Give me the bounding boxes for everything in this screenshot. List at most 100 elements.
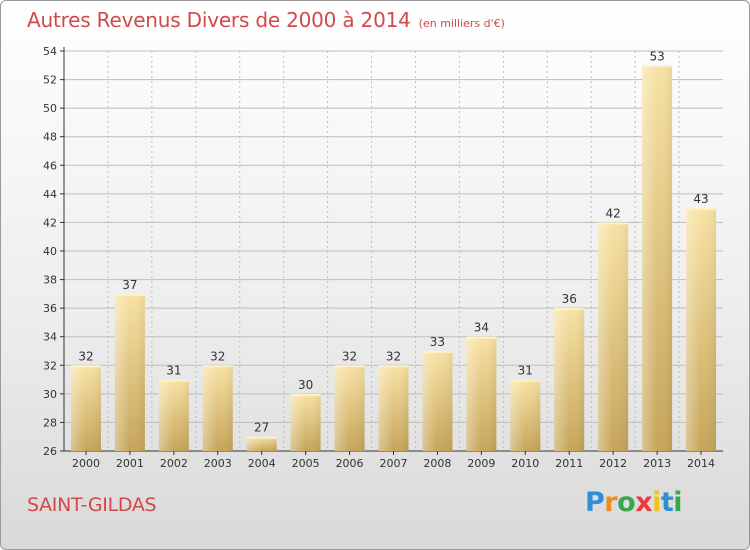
y-tick-labels: 26 28 30 32 34 36 38 40 42 44 46 48 50 52 54 — [43, 45, 57, 458]
bar-highlight — [70, 365, 101, 451]
x-tick-label: 2012 — [599, 457, 627, 470]
bar-top — [158, 379, 189, 382]
y-tick-label: 40 — [43, 245, 57, 258]
bar-highlight — [466, 336, 497, 451]
bar-highlight — [114, 293, 145, 451]
title-block: Autres Revenus Divers de 2000 à 2014 (en … — [27, 8, 505, 32]
bar-top — [422, 351, 453, 353]
x-tick-label: 2013 — [643, 457, 671, 470]
chart-title: Autres Revenus Divers de 2000 à 2014 — [27, 8, 411, 32]
x-tick-labels: 2000 2001 2002 2003 2004 2005 2006 2007 2008 2009… — [72, 457, 715, 470]
bar-highlight — [554, 308, 585, 451]
x-tick-label: 2005 — [292, 457, 320, 470]
bar-highlight — [686, 208, 717, 451]
data-label: 30 — [298, 378, 313, 392]
bar-top — [466, 336, 497, 339]
data-label: 32 — [210, 349, 225, 363]
y-tick-label: 28 — [43, 416, 57, 429]
data-label: 33 — [430, 335, 445, 349]
y-tick-label: 50 — [43, 102, 57, 115]
logo-letter: P — [585, 487, 605, 518]
bar-2001 — [114, 293, 145, 451]
bar-2005 — [290, 393, 321, 451]
data-label: 36 — [562, 292, 577, 306]
logo-letter: t — [660, 487, 674, 518]
bar-2007 — [378, 365, 409, 451]
data-label: 32 — [342, 349, 357, 363]
bar-top — [334, 365, 365, 368]
data-label: 37 — [122, 278, 137, 292]
bar-2011 — [554, 308, 585, 451]
logo-letter: o — [617, 487, 636, 518]
bar-top — [202, 365, 233, 368]
data-label: 27 — [254, 421, 269, 435]
y-tick-label: 42 — [43, 216, 57, 229]
location-label: SAINT-GILDAS — [27, 494, 157, 516]
y-tick-label: 32 — [43, 359, 57, 372]
bar-2006 — [334, 365, 365, 451]
x-tick-label: 2004 — [248, 457, 276, 470]
data-label: 43 — [693, 192, 708, 206]
y-tick-label: 26 — [43, 445, 57, 458]
x-tick-label: 2008 — [423, 457, 451, 470]
bar-top — [378, 365, 409, 368]
bar-highlight — [202, 365, 233, 451]
bar-2002 — [158, 379, 189, 451]
chart-subtitle: (en milliers d'€) — [418, 17, 505, 30]
bar-top — [510, 379, 541, 382]
bar-2013 — [642, 65, 673, 452]
logo-letter: i — [673, 487, 683, 518]
logo-letter: i — [652, 487, 661, 518]
bar-highlight — [598, 222, 629, 451]
bar-2008 — [422, 351, 453, 451]
x-tick-label: 2002 — [160, 457, 188, 470]
logo-letter: x — [635, 487, 653, 518]
bar-top — [246, 436, 277, 439]
x-tick-label: 2006 — [336, 457, 364, 470]
x-tick-label: 2000 — [72, 457, 100, 470]
y-tick-label: 38 — [43, 274, 57, 287]
bar-highlight — [158, 379, 189, 451]
x-tick-label: 2014 — [687, 457, 715, 470]
y-tick-label: 54 — [43, 45, 57, 58]
x-tick-label: 2011 — [555, 457, 583, 470]
bar-top — [598, 222, 629, 225]
x-tick-label: 2003 — [204, 457, 232, 470]
bar-top — [290, 393, 321, 396]
x-tick-label: 2001 — [116, 457, 144, 470]
data-label: 34 — [474, 321, 489, 335]
proxiti-logo: Proxiti — [585, 487, 683, 518]
bar-top — [642, 65, 673, 68]
y-tick-label: 52 — [43, 74, 57, 87]
data-label: 32 — [386, 349, 401, 363]
x-tick-label: 2010 — [511, 457, 539, 470]
bars — [70, 65, 717, 452]
bar-highlight — [642, 65, 673, 452]
bar-highlight — [246, 436, 277, 451]
y-tick-label: 46 — [43, 159, 57, 172]
bar-2012 — [598, 222, 629, 451]
bar-top — [554, 308, 585, 311]
bar-2000 — [70, 365, 101, 451]
data-label: 31 — [518, 364, 533, 378]
y-tick-label: 30 — [43, 388, 57, 401]
x-tick-label: 2007 — [380, 457, 408, 470]
data-label: 53 — [649, 49, 664, 63]
bar-2014 — [686, 208, 717, 451]
data-label: 42 — [606, 206, 621, 220]
data-label: 32 — [78, 349, 93, 363]
y-tick-label: 36 — [43, 302, 57, 315]
bar-highlight — [290, 393, 321, 451]
bar-highlight — [510, 379, 541, 451]
y-tick-label: 44 — [43, 188, 57, 201]
bar-2003 — [202, 365, 233, 451]
x-tick-label: 2009 — [467, 457, 495, 470]
bar-2009 — [466, 336, 497, 451]
bar-highlight — [378, 365, 409, 451]
bar-highlight — [334, 365, 365, 451]
bar-highlight — [422, 351, 453, 451]
y-tick-label: 48 — [43, 131, 57, 144]
data-labels: 32 37 31 32 27 30 32 32 33 34 31 36 42 53 43 — [78, 49, 708, 434]
